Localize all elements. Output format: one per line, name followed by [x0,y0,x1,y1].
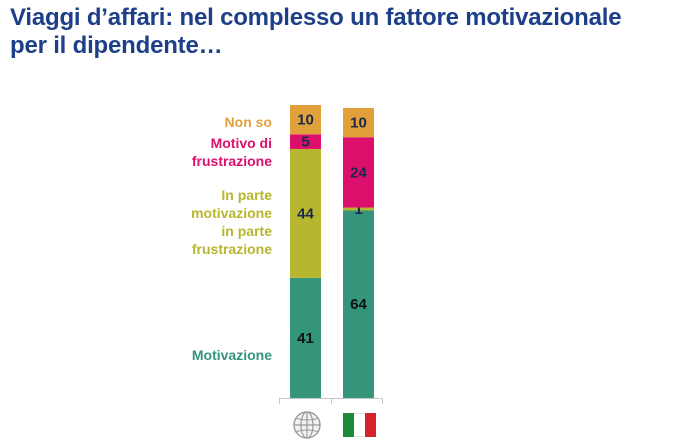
data-label-non-so-2: 10 [350,115,367,132]
legend-line: In parte [221,187,272,203]
data-label-in-parte-motivazione-in-parte-frustrazione-2: 1 [354,201,362,218]
globe-icon [293,411,321,439]
flag-green [343,413,354,437]
bar-segment-motivo-di-frustrazione-1 [290,134,321,149]
italy-flag-icon [343,413,376,437]
bar-segment-motivazione-2 [343,210,374,398]
bar-segment-in-parte-motivazione-in-parte-frustrazione-1 [290,148,321,278]
data-label-motivo-di-frustrazione-1: 5 [301,134,309,151]
legend-line: Non so [224,114,272,130]
bar-segment-non-so-1 [290,105,321,135]
legend-line: Motivo di [210,135,272,151]
legend-non-so: Non so [225,113,272,131]
data-label-in-parte-motivazione-in-parte-frustrazione-1: 44 [297,205,314,222]
data-label-motivo-di-frustrazione-2: 24 [350,164,367,181]
bar-segment-in-parte-motivazione-in-parte-frustrazione-2 [343,207,374,211]
x-axis-tick [382,398,383,404]
x-axis-tick [331,398,332,404]
legend-in-parte: In parte motivazione in parte frustrazio… [191,186,272,258]
bar-segment-motivazione-1 [290,277,321,398]
legend-motivazione: Motivazione [192,346,272,364]
page-title: Viaggi d’affari: nel complesso un fattor… [10,4,670,60]
data-label-non-so-1: 10 [297,112,314,129]
legend-line: Motivazione [191,347,272,363]
x-axis-tick [279,398,280,404]
title-line-1: Viaggi d’affari: nel complesso un fattor… [10,4,622,31]
legend-line: frustrazione [191,153,272,169]
legend-motivo-di-frustrazione: Motivo di frustrazione [192,134,272,170]
legend-line: frustrazione [191,241,272,257]
data-label-motivazione-1: 41 [297,330,314,347]
bar-segment-non-so-2 [343,107,374,138]
legend-line: in parte [221,223,272,239]
data-label-motivazione-2: 64 [350,296,367,313]
title-line-2: per il dipendente… [10,32,223,59]
legend-line: motivazione [191,205,272,221]
flag-red [365,413,376,437]
flag-white [354,413,365,437]
bar-segment-motivo-di-frustrazione-2 [343,137,374,208]
